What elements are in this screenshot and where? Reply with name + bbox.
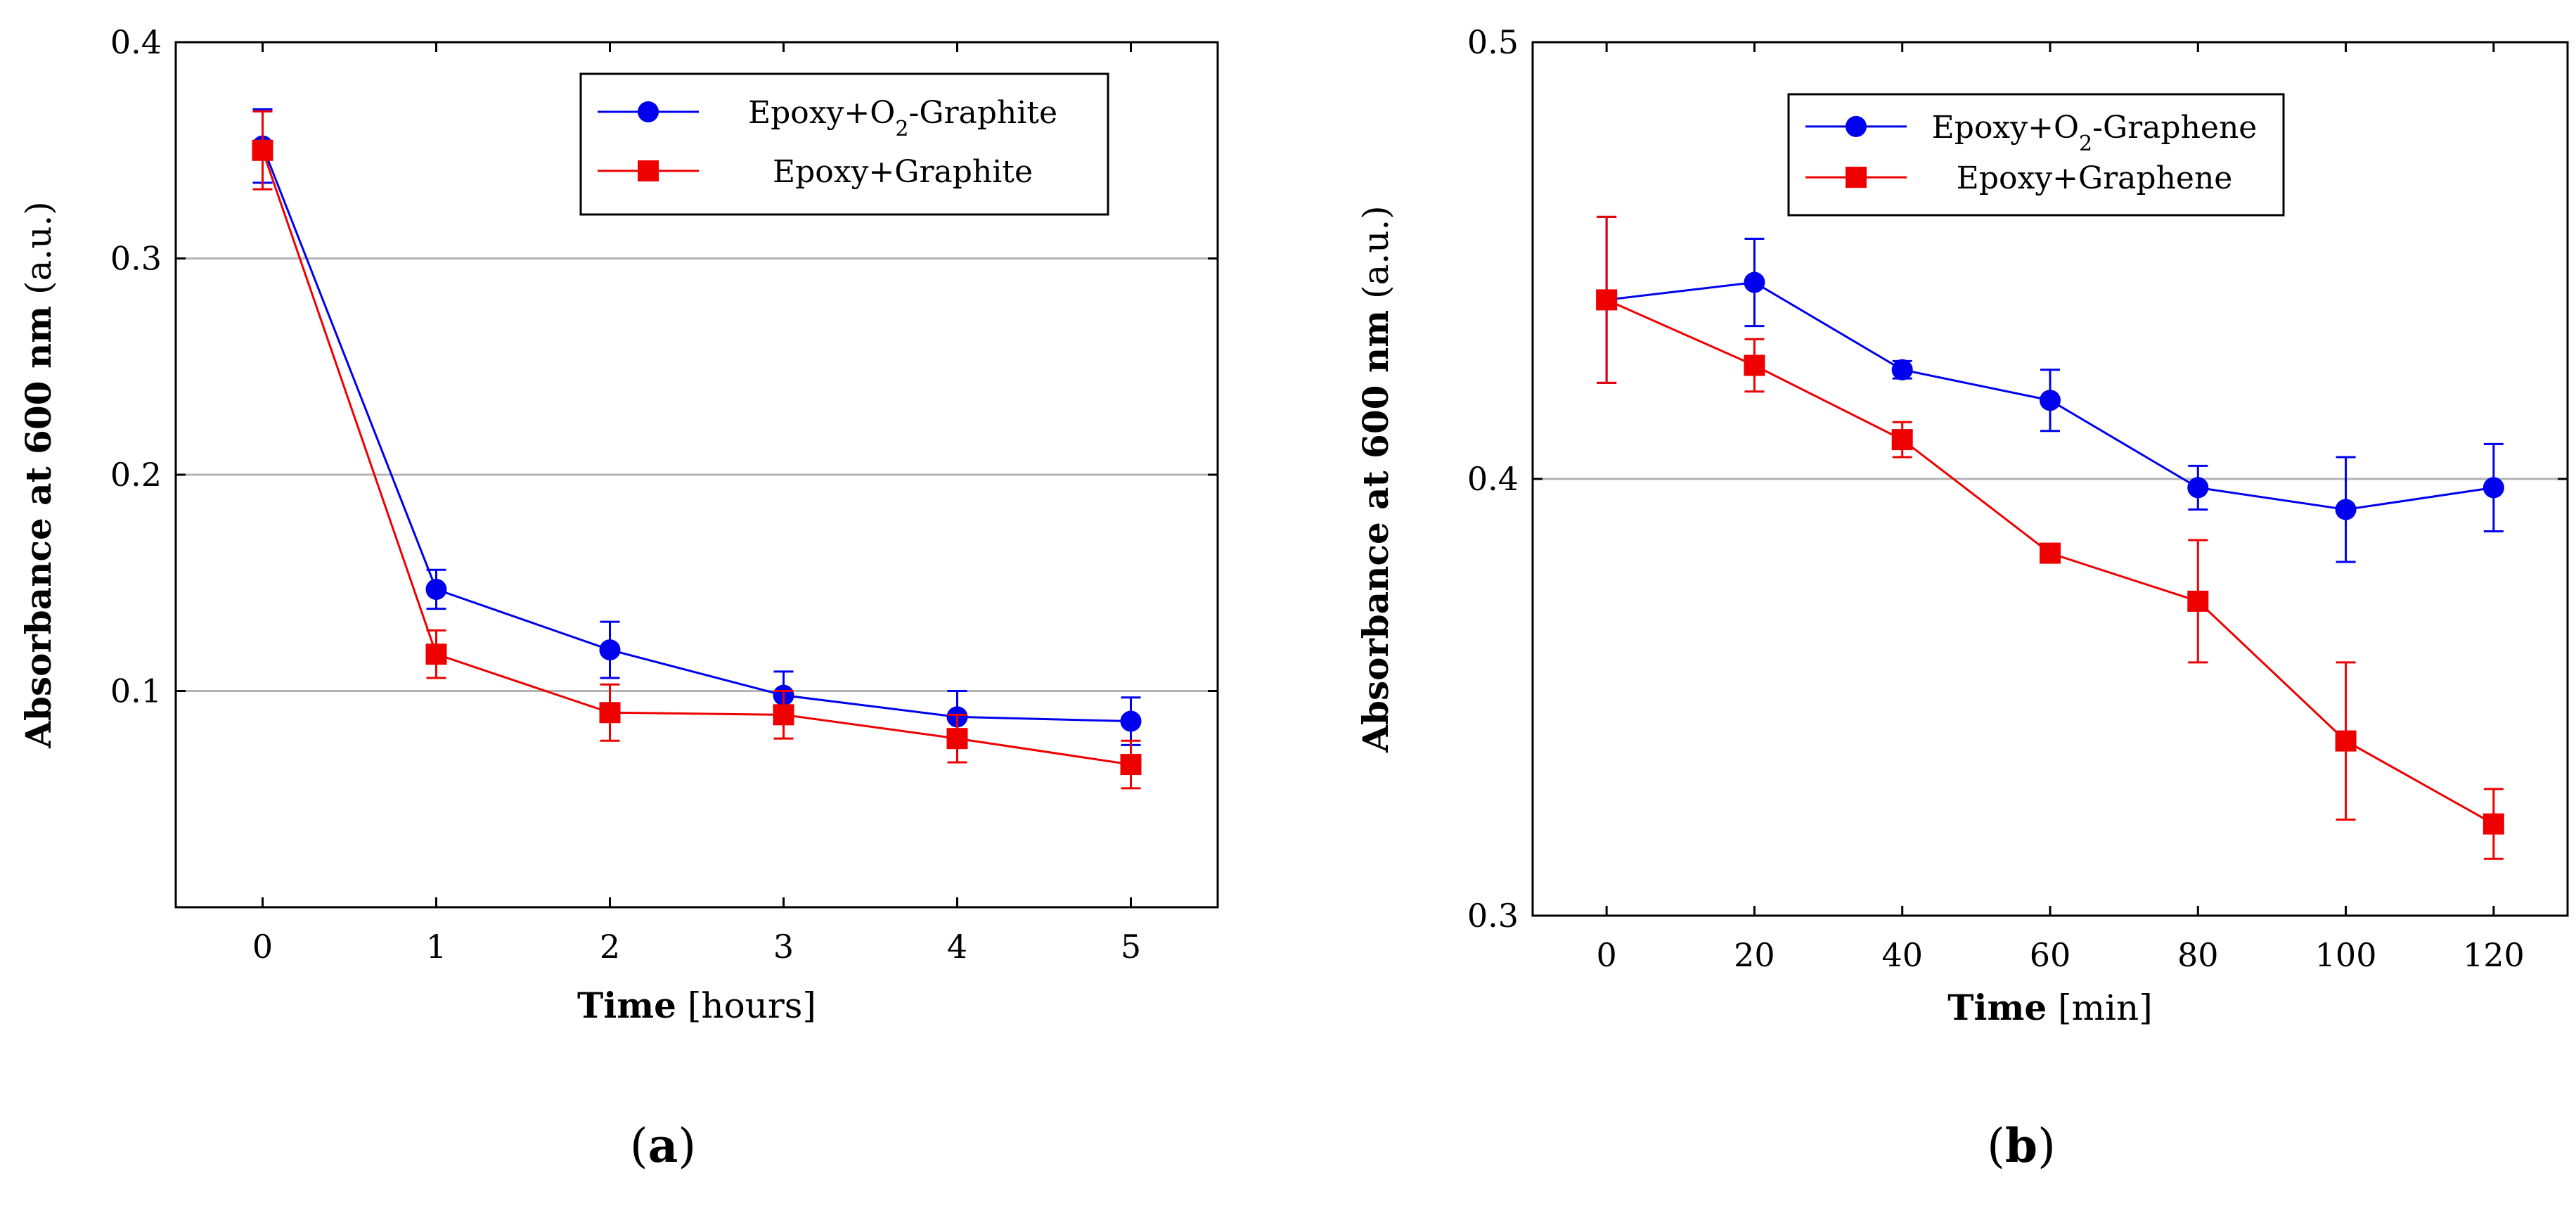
data-point [425, 578, 447, 600]
legend-box [1787, 93, 2285, 217]
x-tick-label: 60 [2030, 936, 2071, 974]
chart-panel-a: 0 1 2 3 4 5 0.1 0.2 0.3 0.4 Time [hours] Absorbance… [18, 23, 1219, 1173]
series-blue [1596, 215, 2504, 563]
series-red [1596, 215, 2504, 860]
panel-label: (a) [630, 1118, 696, 1173]
y-tick-label: 0.5 [1467, 23, 1519, 61]
x-tick-label: 0 [1597, 936, 1617, 974]
x-axis-label: Time [hours] [577, 985, 816, 1026]
data-point [1596, 289, 1618, 311]
y-axis: 0.3 0.4 0.5 [1467, 23, 2568, 935]
x-tick-label: 120 [2463, 936, 2525, 974]
series-line [262, 146, 1131, 723]
data-point [1120, 754, 1142, 776]
data-point [425, 643, 447, 665]
x-axis-label: Time [min] [1947, 987, 2152, 1028]
data-point [2335, 730, 2357, 752]
data-point [2040, 390, 2061, 411]
y-tick-label: 0.4 [110, 23, 162, 61]
y-axis-label: Absorbance at 600 nm (a.u.) [18, 201, 59, 749]
series-red [252, 110, 1142, 790]
legend-marker [638, 101, 659, 122]
chart-panel-b: 0 20 40 60 80 100 120 0.3 0.4 0.5 Time [min] Absorb… [1355, 23, 2569, 1173]
data-point [946, 728, 968, 750]
data-point [599, 639, 621, 661]
legend: Epoxy+O2-Graphene Epoxy+Graphene [1787, 93, 2285, 217]
x-axis: 0 1 2 3 4 5 [252, 42, 1141, 966]
x-tick-label: 3 [773, 928, 794, 966]
legend-marker [1846, 115, 1867, 137]
legend-label: Epoxy+Graphene [1957, 160, 2233, 196]
legend-label: Epoxy+Graphite [773, 154, 1033, 190]
data-point [1744, 354, 1765, 376]
y-tick-label: 0.2 [110, 456, 162, 494]
data-point [2040, 542, 2061, 564]
legend-marker [638, 160, 659, 181]
x-tick-label: 20 [1734, 936, 1775, 974]
data-point [2187, 477, 2209, 499]
y-tick-label: 0.3 [110, 240, 162, 278]
y-tick-label: 0.4 [1467, 460, 1519, 498]
data-point [1891, 429, 1913, 451]
x-tick-label: 40 [1881, 936, 1923, 974]
data-point [2482, 477, 2504, 499]
y-axis-label: Absorbance at 600 nm (a.u.) [1355, 205, 1396, 753]
x-tick-label: 100 [2315, 936, 2377, 974]
data-point [1120, 710, 1142, 732]
x-tick-label: 2 [600, 928, 620, 966]
legend-box [579, 72, 1109, 216]
x-tick-label: 4 [947, 928, 967, 966]
y-tick-label: 0.3 [1467, 897, 1519, 935]
series-line [262, 150, 1131, 766]
legend-label: Epoxy+O2-Graphite [748, 95, 1057, 141]
panel-label: (b) [1987, 1118, 2056, 1173]
y-axis: 0.1 0.2 0.3 0.4 [110, 23, 1218, 710]
data-point [773, 704, 794, 726]
x-axis: 0 20 40 60 80 100 120 [1597, 42, 2525, 974]
data-point [2335, 499, 2357, 520]
x-tick-label: 80 [2177, 936, 2219, 974]
x-tick-label: 1 [426, 928, 446, 966]
data-point [252, 139, 273, 161]
x-tick-label: 5 [1121, 928, 1141, 966]
y-tick-label: 0.1 [110, 672, 162, 710]
legend-label: Epoxy+O2-Graphene [1932, 110, 2258, 156]
x-tick-label: 0 [252, 928, 273, 966]
data-point [1891, 359, 1913, 380]
data-point [2187, 590, 2209, 612]
data-point [599, 702, 621, 724]
legend: Epoxy+O2-Graphite Epoxy+Graphite [579, 72, 1109, 216]
data-point [2482, 813, 2504, 835]
legend-marker [1846, 167, 1867, 188]
data-point [1744, 271, 1765, 293]
